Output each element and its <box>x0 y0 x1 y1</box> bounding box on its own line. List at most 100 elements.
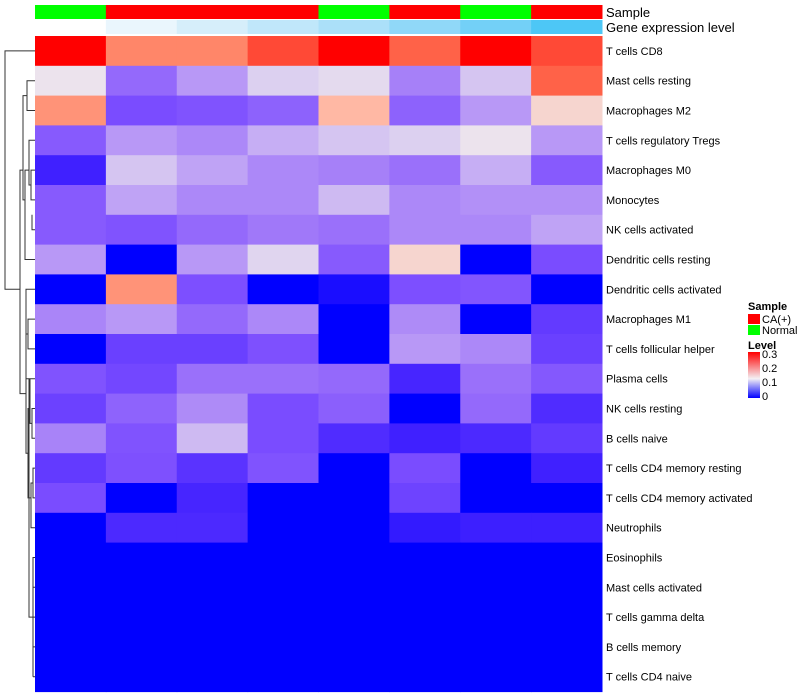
heatmap-cell <box>105 602 178 633</box>
gene-expression-annotation-cell <box>318 20 390 34</box>
sample-annotation-cell <box>176 5 249 19</box>
heatmap-cell <box>105 632 178 663</box>
heatmap-cell <box>176 512 249 544</box>
heatmap-cell <box>247 661 319 693</box>
heatmap-cell <box>531 572 603 603</box>
dendrogram-branch <box>32 557 35 678</box>
legend-level-title: Level <box>748 340 776 352</box>
legend-swatch-ca <box>748 314 760 324</box>
row-label: T cells CD8 <box>606 46 663 58</box>
gene-expression-annotation-cell <box>35 20 107 34</box>
heatmap-cell <box>460 602 532 633</box>
heatmap-cell <box>176 393 249 424</box>
row-label: Plasma cells <box>606 374 668 386</box>
heatmap-cell <box>105 512 178 544</box>
heatmap-cell <box>460 572 532 603</box>
heatmap-cell <box>460 632 532 663</box>
heatmap-cell <box>389 334 461 365</box>
dendrogram-branch <box>26 378 33 618</box>
heatmap-cell <box>389 155 461 186</box>
heatmap-cell <box>176 214 249 246</box>
row-label: T cells CD4 memory resting <box>606 463 742 475</box>
heatmap-cell <box>35 363 107 395</box>
dendrogram-branch <box>30 169 35 201</box>
heatmap-cell <box>318 125 390 156</box>
row-label: T cells CD4 naive <box>606 672 692 684</box>
row-label: B cells memory <box>606 642 682 654</box>
heatmap-cell <box>105 423 178 454</box>
heatmap-cell <box>318 334 390 365</box>
heatmap-cell <box>176 185 249 216</box>
heatmap-cell <box>389 36 461 67</box>
heatmap-cell <box>35 512 107 544</box>
heatmap-cell <box>460 423 532 454</box>
heatmap-cell <box>389 214 461 246</box>
heatmap-cell <box>35 572 107 603</box>
heatmap-cell <box>531 304 603 335</box>
heatmap-cell <box>318 661 390 693</box>
heatmap-cell <box>176 423 249 454</box>
heatmap-cell <box>35 214 107 246</box>
legend-label-normal: Normal <box>762 325 797 337</box>
heatmap-cell <box>318 453 390 484</box>
heatmap-cell <box>389 125 461 156</box>
heatmap-cell <box>318 244 390 275</box>
heatmap-cell <box>247 453 319 484</box>
heatmap-cell <box>389 304 461 335</box>
heatmap-cell <box>176 244 249 275</box>
heatmap-cell <box>176 155 249 186</box>
heatmap-cell <box>176 95 249 126</box>
heatmap-cell <box>389 423 461 454</box>
heatmap-cell <box>247 155 319 186</box>
heatmap-cell <box>460 274 532 305</box>
row-label: T cells gamma delta <box>606 612 705 624</box>
heatmap-cell <box>318 632 390 663</box>
legend-tick-0.3: 0.3 <box>762 349 777 361</box>
heatmap-cell <box>35 36 107 67</box>
row-label: Neutrophils <box>606 523 662 535</box>
dendrogram-branch <box>24 169 35 260</box>
heatmap-cell <box>35 632 107 663</box>
legend-tick-0: 0 <box>762 391 768 403</box>
heatmap-cell <box>460 214 532 246</box>
heatmap-cell <box>105 483 178 514</box>
heatmap-cell <box>105 363 178 395</box>
heatmap-cell <box>247 393 319 424</box>
gene-expression-annotation-cell <box>247 20 319 34</box>
heatmap-cell <box>105 185 178 216</box>
heatmap-cell <box>35 155 107 186</box>
heatmap-cell <box>389 572 461 603</box>
heatmap-cell <box>176 483 249 514</box>
row-label: B cells naive <box>606 433 668 445</box>
heatmap-cell <box>531 602 603 633</box>
column-annotations <box>35 5 603 34</box>
heatmap-cell <box>35 453 107 484</box>
legend-swatch-normal <box>748 325 760 335</box>
heatmap-cell <box>389 65 461 97</box>
heatmap-cell <box>531 36 603 67</box>
heatmap-cell <box>105 274 178 305</box>
heatmap-cell <box>389 453 461 484</box>
dendrogram-branch <box>31 214 35 231</box>
heatmap-cell <box>460 512 532 544</box>
heatmap-cell <box>105 155 178 186</box>
heatmap-cell <box>105 542 178 573</box>
heatmap-cell <box>247 214 319 246</box>
heatmap-cell <box>531 363 603 395</box>
heatmap-cell <box>531 214 603 246</box>
dendrogram-branch <box>4 50 35 290</box>
heatmap-cell <box>389 632 461 663</box>
heatmap-cell <box>318 65 390 97</box>
dendrogram-branch <box>26 80 35 111</box>
dendrogram-branch <box>30 482 35 529</box>
heatmap-cell <box>176 572 249 603</box>
heatmap-cell <box>105 334 178 365</box>
heatmap-cell <box>531 334 603 365</box>
heatmap-cell <box>35 95 107 126</box>
heatmap-cell <box>176 602 249 633</box>
dendrogram-branch <box>32 467 35 499</box>
heatmap-cell <box>247 572 319 603</box>
heatmap-cell <box>105 65 178 97</box>
heatmap-cell <box>247 423 319 454</box>
heatmap-cell <box>247 483 319 514</box>
